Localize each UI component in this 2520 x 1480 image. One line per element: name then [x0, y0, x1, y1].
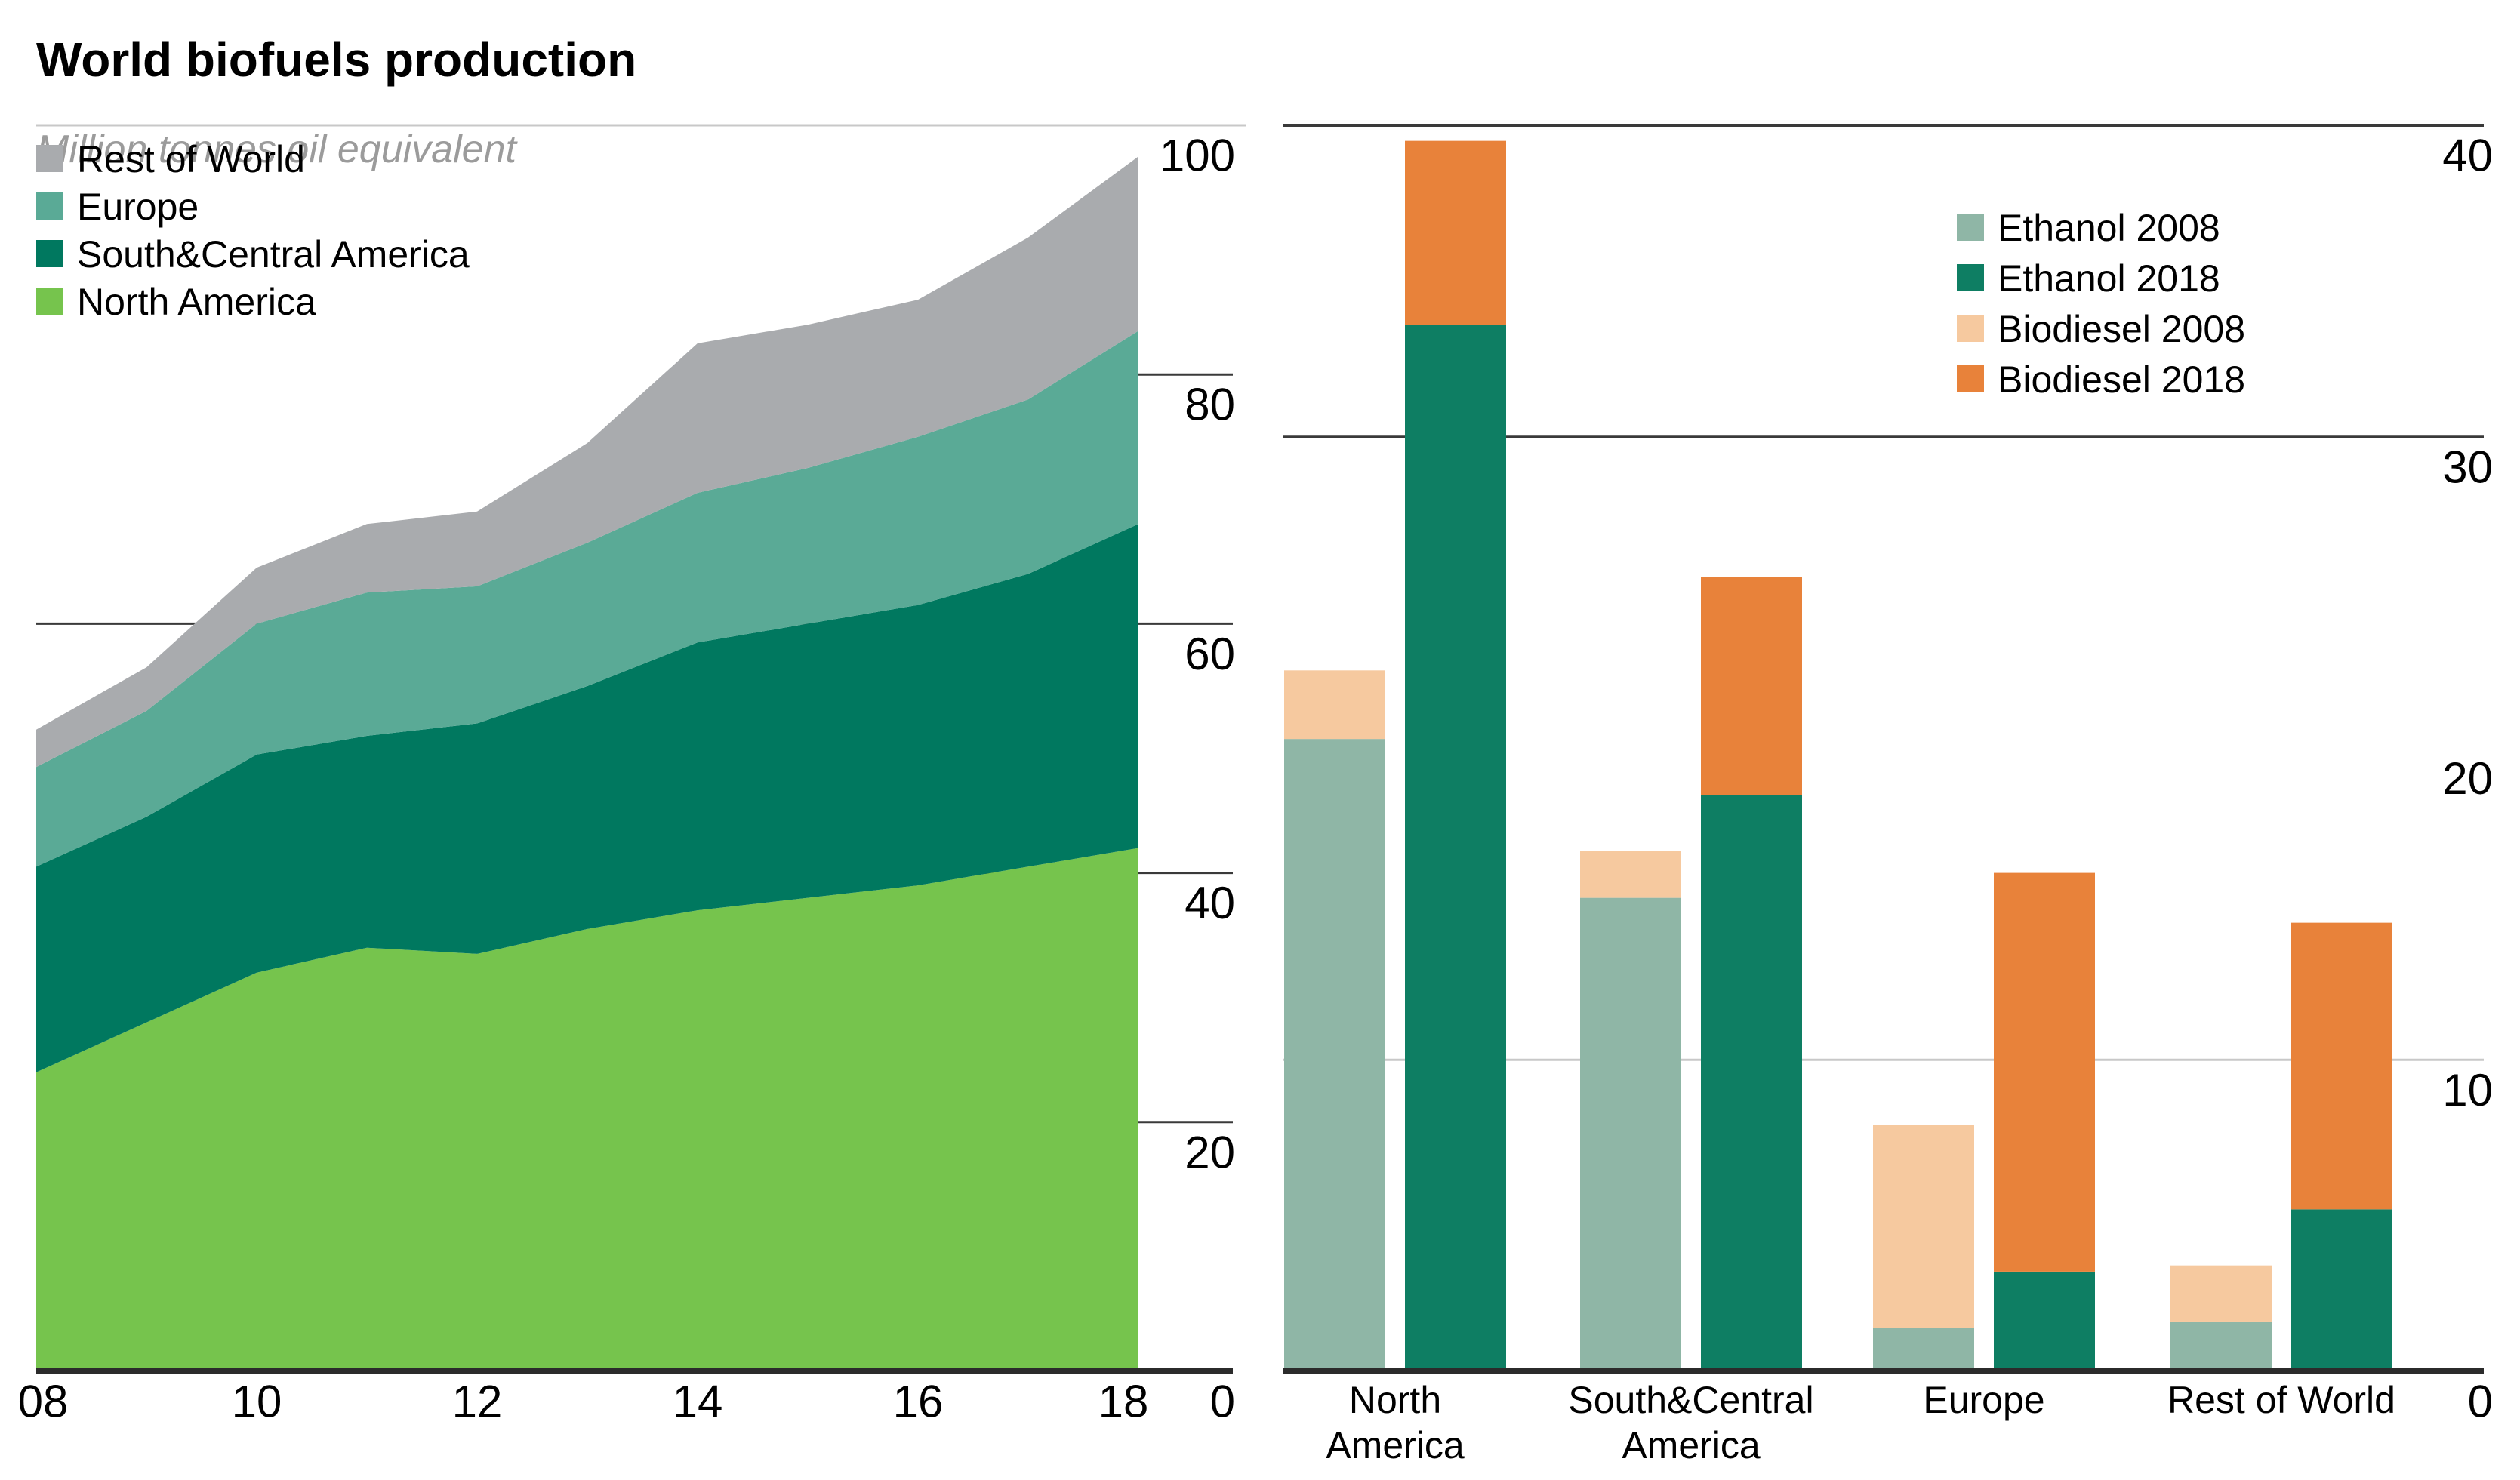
- right-y-axis-label-20: 20: [2442, 753, 2493, 804]
- chart-subtitle: Million tonnes oil equivalent: [36, 128, 516, 171]
- bar-europe-2018-biodiesel-segment: [1994, 872, 2095, 1272]
- bar-europe-2018-ethanol-segment: [1994, 1271, 2095, 1372]
- area-south-central-america: [36, 524, 1138, 1072]
- bar-north-america-2018-ethanol-segment: [1405, 325, 1506, 1371]
- bar-rest-of-world-2018-biodiesel-segment: [2291, 922, 2392, 1210]
- left-y-axis-label-40: 40: [1185, 878, 1235, 928]
- bar-europe-2008-ethanol-segment: [1873, 1328, 1974, 1372]
- bar-south-central-america-2008-ethanol-segment: [1580, 897, 1681, 1372]
- area-rest-of-world: [36, 156, 1138, 768]
- right-y-axis-label-40: 40: [2442, 131, 2493, 181]
- right-x-axis-label-europe-line1: Europe: [1923, 1379, 2044, 1421]
- bar-rest-of-world-2008-biodiesel-segment: [2170, 1265, 2272, 1322]
- legend-label-biodiesel-2008: Biodiesel 2008: [1998, 308, 2245, 350]
- bar-europe-2008-biodiesel-segment: [1873, 1125, 1974, 1328]
- legend-label-ethanol-2018: Ethanol 2018: [1998, 257, 2220, 300]
- legend-swatch-rest-of-world: [36, 145, 63, 172]
- bar-north-america-2008-biodiesel-segment: [1284, 670, 1385, 740]
- bar-south-central-america-2008-biodiesel-segment: [1580, 851, 1681, 898]
- chart-title: World biofuels production: [36, 32, 637, 87]
- left-y-axis-label-100: 100: [1160, 131, 1235, 181]
- left-y-axis-label-0: 0: [1210, 1377, 1235, 1427]
- legend-swatch-south-central-america: [36, 240, 63, 267]
- area-europe: [36, 331, 1138, 867]
- left-x-axis-label-16: 16: [893, 1377, 944, 1427]
- right-x-axis-label-south-central-america-line1: South&Central: [1568, 1379, 1813, 1421]
- right-x-axis-label-rest-of-world-line1: Rest of World: [2167, 1379, 2395, 1421]
- left-y-axis-label-80: 80: [1185, 380, 1235, 430]
- bar-rest-of-world-2008-ethanol-segment: [2170, 1321, 2272, 1371]
- bar-north-america-2018-biodiesel-segment: [1405, 140, 1506, 325]
- right-y-axis-label-0: 0: [2468, 1377, 2493, 1427]
- bar-south-central-america-2018-ethanol-segment: [1701, 795, 1802, 1372]
- legend-label-north-america: North America: [77, 281, 316, 323]
- bar-south-central-america-2018-biodiesel-segment: [1701, 577, 1802, 795]
- legend-swatch-ethanol-2018: [1957, 264, 1984, 291]
- legend-label-biodiesel-2018: Biodiesel 2018: [1998, 358, 2245, 401]
- left-x-axis-label-08: 08: [18, 1377, 69, 1427]
- left-x-axis-label-18: 18: [1098, 1377, 1149, 1427]
- legend-swatch-biodiesel-2008: [1957, 315, 1984, 342]
- legend-label-europe: Europe: [77, 186, 199, 228]
- legend-swatch-biodiesel-2018: [1957, 365, 1984, 392]
- legend-label-rest-of-world: Rest of World: [77, 138, 305, 180]
- left-x-axis-label-10: 10: [232, 1377, 282, 1427]
- legend-swatch-europe: [36, 192, 63, 220]
- right-y-axis-label-30: 30: [2442, 442, 2493, 492]
- left-x-axis-label-12: 12: [452, 1377, 503, 1427]
- legend-swatch-ethanol-2008: [1957, 214, 1984, 241]
- legend-swatch-north-america: [36, 288, 63, 315]
- right-x-axis-label-north-america-line2: America: [1326, 1424, 1465, 1466]
- bar-north-america-2008-ethanol-segment: [1284, 739, 1385, 1372]
- right-x-axis-label-north-america-line1: North: [1349, 1379, 1441, 1421]
- left-y-axis-label-20: 20: [1185, 1127, 1235, 1177]
- bar-rest-of-world-2018-ethanol-segment: [2291, 1209, 2392, 1371]
- area-north-america: [36, 848, 1138, 1371]
- left-y-axis-label-60: 60: [1185, 629, 1235, 679]
- legend-label-south-central-america: South&Central America: [77, 233, 470, 275]
- right-x-axis-label-south-central-america-line2: America: [1622, 1424, 1761, 1466]
- right-y-axis-label-10: 10: [2442, 1065, 2493, 1115]
- left-x-axis-label-14: 14: [673, 1377, 723, 1427]
- legend-label-ethanol-2008: Ethanol 2008: [1998, 207, 2220, 249]
